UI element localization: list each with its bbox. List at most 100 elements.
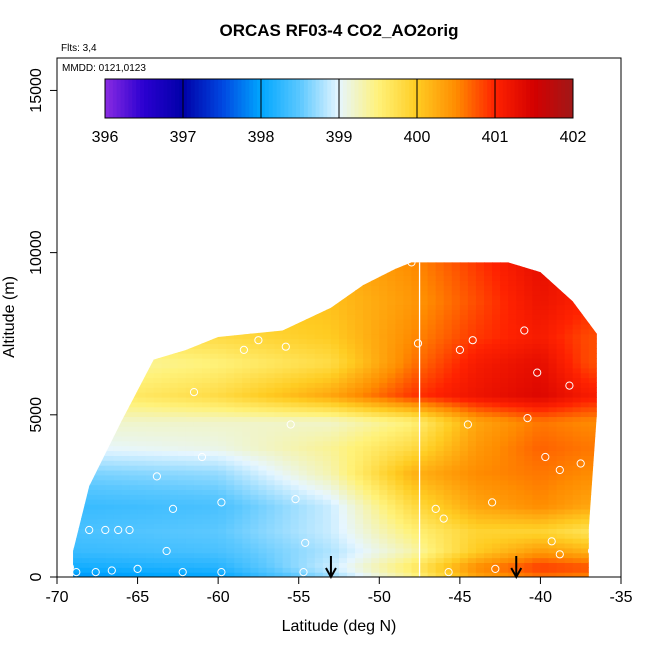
heatmap-cell [210, 557, 219, 564]
heatmap-cell [81, 262, 90, 267]
heatmap-cell [250, 333, 260, 340]
heatmap-cell [242, 362, 251, 369]
heatmap-cell [395, 348, 405, 354]
heatmap-cell [363, 445, 372, 452]
heatmap-cell [540, 431, 550, 437]
heatmap-cell [97, 251, 106, 256]
heatmap-cell [113, 343, 123, 349]
heatmap-cell [524, 275, 533, 281]
heatmap-cell [387, 319, 396, 325]
heatmap-cell [81, 562, 90, 568]
heatmap-cell [266, 440, 276, 447]
heatmap-cell [484, 309, 493, 315]
heatmap-cell [508, 479, 517, 486]
heatmap-cell [347, 280, 356, 286]
heatmap-cell [564, 333, 574, 340]
heatmap-cell [258, 275, 268, 281]
heatmap-cell [516, 508, 525, 515]
heatmap-cell [73, 396, 74, 403]
heatmap-cell [387, 299, 396, 306]
heatmap-cell [73, 494, 82, 500]
heatmap-cell [170, 241, 179, 246]
heatmap-cell [89, 236, 98, 241]
heatmap-cell [282, 499, 292, 505]
heatmap-cell [339, 504, 348, 510]
heatmap-cell [73, 314, 82, 320]
heatmap-cell [597, 548, 606, 553]
heatmap-cell [121, 562, 131, 568]
heatmap-cell [379, 241, 388, 246]
heatmap-cell [371, 484, 380, 491]
heatmap-cell [427, 416, 437, 422]
heatmap-cell [234, 362, 243, 369]
heatmap-cell [613, 275, 622, 280]
heatmap-cell [258, 513, 268, 520]
heatmap-cell [283, 236, 292, 241]
heatmap-cell [314, 557, 324, 564]
heatmap-cell [548, 396, 558, 403]
heatmap-cell [387, 251, 396, 256]
heatmap-cell [226, 538, 235, 544]
heatmap-cell [145, 518, 155, 525]
heatmap-cell [387, 474, 396, 481]
heatmap-cell [580, 265, 590, 272]
heatmap-cell [339, 319, 348, 325]
heatmap-cell [161, 557, 171, 564]
heatmap-cell [250, 567, 260, 573]
heatmap-cell [97, 547, 106, 554]
heatmap-cell [314, 309, 324, 315]
heatmap-cell [169, 528, 179, 534]
heatmap-cell [169, 533, 179, 539]
heatmap-cell [613, 504, 622, 509]
heatmap-cell [484, 450, 493, 456]
heatmap-cell [403, 338, 413, 345]
heatmap-cell [363, 421, 372, 427]
heatmap-cell [97, 358, 106, 364]
heatmap-cell [411, 280, 421, 286]
heatmap-cell [387, 338, 396, 345]
heatmap-cell [451, 460, 461, 466]
heatmap-cell [129, 299, 139, 306]
heatmap-cell [177, 538, 187, 544]
heatmap-cell [113, 251, 122, 256]
heatmap-cell [451, 262, 461, 267]
heatmap-cell [580, 358, 590, 364]
heatmap-cell [403, 270, 413, 276]
heatmap-cell [524, 328, 533, 335]
heatmap-cell [210, 309, 219, 315]
heatmap-cell [516, 406, 525, 413]
heatmap-cell [597, 397, 606, 402]
heatmap-cell [242, 358, 251, 364]
heatmap-cell [419, 406, 429, 413]
heatmap-cell [322, 387, 332, 393]
heatmap-cell [459, 494, 469, 500]
heatmap-cell [129, 552, 139, 559]
heatmap-cell [81, 508, 90, 515]
heatmap-cell [339, 343, 348, 349]
heatmap-cell [508, 372, 517, 379]
heatmap-cell [145, 299, 155, 306]
heatmap-cell [564, 314, 574, 320]
heatmap-cell [467, 499, 477, 505]
heatmap-cell [540, 499, 550, 505]
heatmap-cell [459, 377, 469, 383]
heatmap-cell [451, 309, 461, 315]
heatmap-cell [282, 289, 292, 296]
heatmap-cell [500, 358, 509, 364]
heatmap-cell [218, 523, 227, 529]
heatmap-cell [137, 343, 147, 349]
heatmap-cell [403, 431, 413, 437]
heatmap-cell [484, 338, 493, 345]
heatmap-cell [347, 338, 356, 345]
heatmap-cell [459, 328, 469, 335]
heatmap-cell [185, 338, 195, 345]
heatmap-cell [484, 465, 493, 471]
heatmap-cell [540, 440, 550, 447]
heatmap-cell [597, 251, 606, 256]
heatmap-cell [459, 285, 469, 291]
heatmap-cell [57, 446, 66, 451]
heatmap-cell [580, 479, 590, 486]
heatmap-cell [363, 343, 372, 349]
heatmap-cell [258, 319, 268, 325]
heatmap-cell [572, 358, 582, 364]
